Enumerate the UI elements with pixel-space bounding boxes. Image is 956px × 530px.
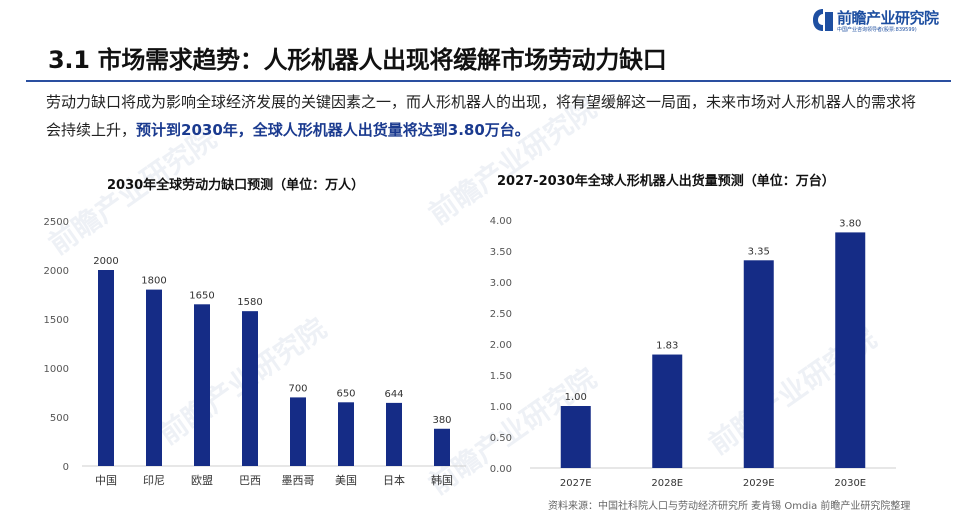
data-label: 1.00 (565, 392, 587, 403)
brand-tagline: 中国产业咨询领导者(股票:839599) (837, 27, 917, 33)
data-label: 380 (432, 415, 451, 426)
x-tick-label: 韩国 (431, 473, 453, 487)
x-tick-label: 中国 (95, 474, 117, 487)
y-tick-label: 0 (63, 462, 69, 473)
x-tick-label: 美国 (335, 474, 357, 487)
intro-text: 劳动力缺口将成为影响全球经济发展的关键因素之一，而人形机器人的出现，将有望缓解这… (46, 93, 917, 139)
x-tick-label: 日本 (383, 473, 405, 487)
right-chart-title: 2027-2030年全球人形机器人出货量预测（单位：万台） (497, 174, 835, 189)
bar (652, 354, 683, 468)
bar (434, 428, 450, 466)
brand-name: 前瞻产业研究院 (837, 9, 939, 27)
x-tick-label: 欧盟 (191, 474, 213, 487)
bar (290, 397, 306, 466)
data-label: 1800 (141, 276, 166, 287)
data-label: 650 (336, 388, 355, 399)
intro-paragraph: 劳动力缺口将成为影响全球经济发展的关键因素之一，而人形机器人的出现，将有望缓解这… (46, 88, 926, 144)
x-tick-label: 2030E (834, 478, 866, 489)
data-label: 2000 (93, 256, 118, 267)
y-tick-label: 2000 (44, 266, 69, 277)
data-label: 700 (288, 383, 307, 394)
brand-logo-icon (813, 9, 833, 31)
bar (835, 232, 866, 468)
y-tick-label: 1.50 (490, 371, 512, 382)
robot-shipment-chart: 0.00 0.50 1.00 1.50 2.00 2.50 3.00 3.50 4.00 1.00… (490, 216, 896, 489)
data-label: 1.83 (656, 341, 678, 352)
x-tick-label: 2027E (560, 478, 592, 489)
x-tick-label: 印尼 (143, 474, 165, 487)
brand-logo: 前瞻产业研究院 中国产业咨询领导者(股票:839599) (812, 6, 950, 36)
y-tick-label: 1500 (44, 315, 69, 326)
bar (338, 402, 354, 466)
y-tick-label: 1000 (44, 364, 69, 375)
intro-highlight: 预计到2030年，全球人形机器人出货量将达到3.80万台。 (136, 121, 530, 139)
title-divider (26, 80, 951, 82)
data-label: 3.35 (748, 246, 770, 257)
y-tick-label: 500 (50, 413, 69, 424)
y-tick-label: 0.00 (490, 464, 512, 475)
bar (146, 289, 162, 466)
bar (386, 402, 402, 466)
y-tick-label: 3.50 (490, 247, 512, 258)
y-tick-label: 1.00 (490, 402, 512, 413)
data-label: 3.80 (839, 218, 861, 229)
y-tick-label: 2.00 (490, 340, 512, 351)
x-tick-label: 巴西 (239, 474, 261, 487)
x-tick-label: 2029E (743, 478, 775, 489)
y-tick-label: 4.00 (490, 216, 512, 227)
data-label: 644 (384, 389, 403, 400)
y-tick-label: 3.00 (490, 278, 512, 289)
bar (98, 270, 114, 466)
labor-gap-chart: 0 500 1000 1500 2000 2500 2000 中国 1800 印尼 1650 欧盟 15… (44, 217, 466, 487)
y-tick-label: 2.50 (490, 309, 512, 320)
y-tick-label: 2500 (44, 217, 69, 228)
y-tick-label: 0.50 (490, 433, 512, 444)
bar (743, 260, 774, 468)
x-tick-label: 2028E (651, 478, 683, 489)
left-chart-title: 2030年全球劳动力缺口预测（单位：万人） (107, 178, 365, 193)
source-note: 资料来源：中国社科院人口与劳动经济研究所 麦肯锡 Omdia 前瞻产业研究院整理 (548, 501, 911, 512)
data-label: 1650 (189, 290, 214, 301)
x-tick-label: 墨西哥 (282, 474, 315, 487)
bar (242, 311, 258, 466)
bar (560, 406, 591, 468)
page-title: 3.1 市场需求趋势：人形机器人出现将缓解市场劳动力缺口 (48, 46, 667, 74)
bar (194, 304, 210, 466)
data-label: 1580 (237, 297, 262, 308)
